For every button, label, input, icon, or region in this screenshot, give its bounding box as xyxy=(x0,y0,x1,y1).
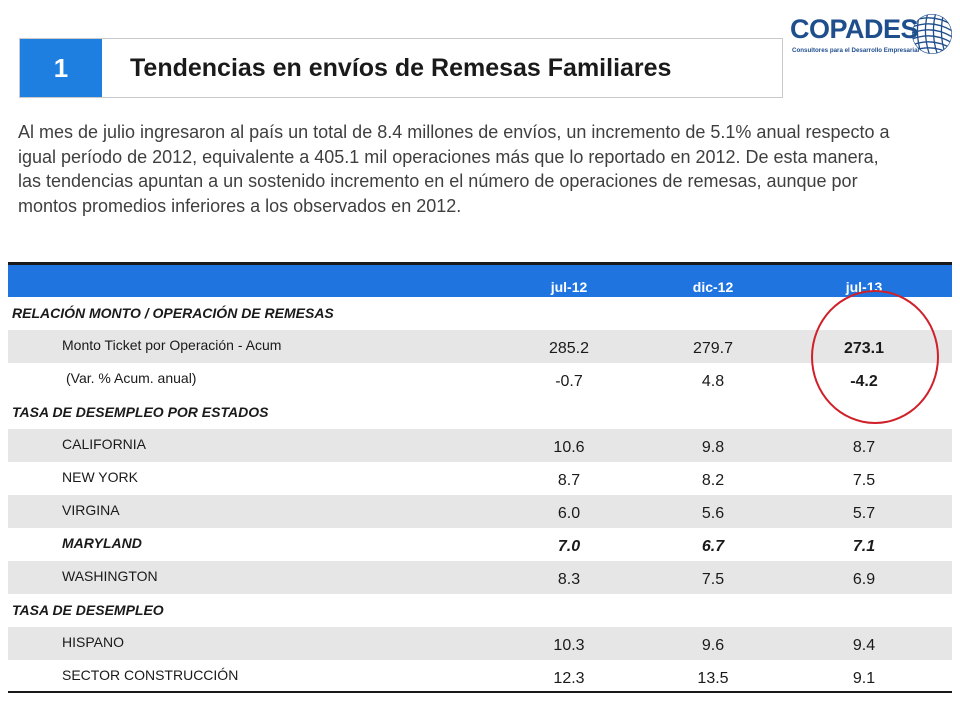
cell-value: 10.6 xyxy=(553,439,585,456)
section-title: TASA DE DESEMPLEO POR ESTADOS xyxy=(12,404,269,420)
section-row: TASA DE DESEMPLEO xyxy=(8,594,952,627)
section-row: TASA DE DESEMPLEO POR ESTADOS xyxy=(8,396,952,429)
cell-value: 9.1 xyxy=(852,670,876,687)
cell-value: 9.8 xyxy=(701,439,725,456)
row-label: VIRGINA xyxy=(62,502,120,518)
cell-value: 4.8 xyxy=(701,373,725,390)
cell-value: 6.0 xyxy=(557,505,581,522)
row-label: HISPANO xyxy=(62,634,124,650)
cell-value: 8.3 xyxy=(557,571,581,588)
page-title: Tendencias en envíos de Remesas Familiar… xyxy=(130,53,672,82)
cell-value: 9.4 xyxy=(852,637,876,654)
cell-value: 9.6 xyxy=(701,637,725,654)
cell-value: -4.2 xyxy=(850,373,878,390)
cell-value: 8.7 xyxy=(852,439,876,456)
section-number: 1 xyxy=(20,39,102,97)
row-label: MARYLAND xyxy=(62,535,142,551)
cell-value: 6.9 xyxy=(852,571,876,588)
cell-value: 285.2 xyxy=(548,340,590,357)
table-row: Monto Ticket por Operación - Acum 285.2 … xyxy=(8,330,952,363)
cell-value: 279.7 xyxy=(692,340,734,357)
cell-value: 7.5 xyxy=(701,571,725,588)
column-header: jul-13 xyxy=(845,279,883,295)
cell-value: 10.3 xyxy=(553,637,585,654)
cell-value: 13.5 xyxy=(697,670,729,687)
cell-value: 8.2 xyxy=(701,472,725,489)
cell-value: -0.7 xyxy=(555,373,583,390)
cell-value: 12.3 xyxy=(553,670,585,687)
table-row: WASHINGTON 8.3 7.5 6.9 xyxy=(8,561,952,594)
cell-value: 273.1 xyxy=(843,340,885,357)
cell-value: 7.0 xyxy=(557,538,581,555)
globe-icon xyxy=(912,14,952,54)
cell-value: 5.6 xyxy=(701,505,725,522)
logo-wordmark: COPADES xyxy=(790,14,919,44)
row-label: Monto Ticket por Operación - Acum xyxy=(62,337,282,353)
data-table: jul-12 dic-12 jul-13 RELACIÓN MONTO / OP… xyxy=(8,262,952,693)
table-header-row: jul-12 dic-12 jul-13 xyxy=(8,262,952,297)
table-row: NEW YORK 8.7 8.2 7.5 xyxy=(8,462,952,495)
column-header: jul-12 xyxy=(550,279,588,295)
row-label: (Var. % Acum. anual) xyxy=(66,370,197,386)
table-row: MARYLAND 7.0 6.7 7.1 xyxy=(8,528,952,561)
intro-paragraph: Al mes de julio ingresaron al país un to… xyxy=(18,122,890,216)
row-label: NEW YORK xyxy=(62,469,138,485)
row-label: SECTOR CONSTRUCCIÓN xyxy=(62,667,239,683)
table-row: HISPANO 10.3 9.6 9.4 xyxy=(8,627,952,660)
cell-value: 6.7 xyxy=(701,538,725,555)
copades-logo: COPADES Consultores para el Desarrollo E… xyxy=(786,12,956,58)
column-header: dic-12 xyxy=(692,279,734,295)
table-row: (Var. % Acum. anual) -0.7 4.8 -4.2 xyxy=(8,363,952,396)
section-title: TASA DE DESEMPLEO xyxy=(12,602,164,618)
section-row: RELACIÓN MONTO / OPERACIÓN DE REMESAS xyxy=(8,297,952,330)
table-row: SECTOR CONSTRUCCIÓN 12.3 13.5 9.1 xyxy=(8,660,952,693)
cell-value: 7.5 xyxy=(852,472,876,489)
logo-tagline: Consultores para el Desarrollo Empresari… xyxy=(792,47,920,54)
cell-value: 7.1 xyxy=(852,538,876,555)
section-header: 1 Tendencias en envíos de Remesas Famili… xyxy=(19,38,783,98)
row-label: WASHINGTON xyxy=(62,568,158,584)
cell-value: 8.7 xyxy=(557,472,581,489)
table-row: CALIFORNIA 10.6 9.8 8.7 xyxy=(8,429,952,462)
table-row: VIRGINA 6.0 5.6 5.7 xyxy=(8,495,952,528)
section-title: RELACIÓN MONTO / OPERACIÓN DE REMESAS xyxy=(12,305,334,321)
row-label: CALIFORNIA xyxy=(62,436,147,452)
cell-value: 5.7 xyxy=(852,505,876,522)
